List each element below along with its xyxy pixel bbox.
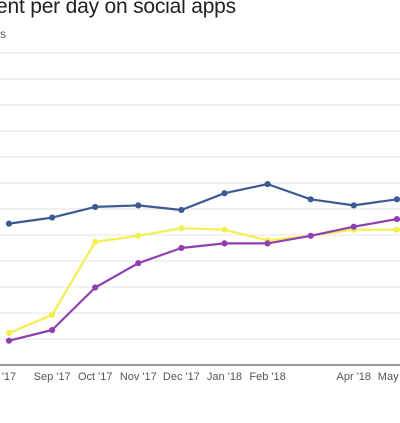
data-point <box>350 223 357 230</box>
x-tick-labels: '17 Sep '17 Oct '17 Nov '17 Dec '17 Jan '18 Fe… <box>2 371 400 383</box>
x-tick-label: Feb '18 <box>249 371 285 383</box>
data-point <box>135 260 142 267</box>
data-point <box>178 206 185 214</box>
x-tick-label: Apr '18 <box>337 371 372 383</box>
data-point <box>264 181 271 188</box>
data-point <box>393 215 400 223</box>
series-layer <box>5 181 400 344</box>
data-point <box>49 311 56 318</box>
data-point <box>5 220 13 227</box>
data-point <box>135 232 142 239</box>
x-tick-label: Nov '17 <box>120 371 157 383</box>
data-point <box>5 337 13 344</box>
x-tick-label: May '18 <box>378 371 400 383</box>
data-point <box>393 226 400 233</box>
data-point <box>221 240 228 247</box>
data-point <box>49 326 56 334</box>
x-tick-label: '17 <box>2 371 16 383</box>
chart-subtitle: rs <box>0 27 6 41</box>
data-point <box>264 240 271 247</box>
data-point <box>178 225 185 232</box>
data-point <box>178 244 185 252</box>
data-point <box>49 214 56 221</box>
series-line-2 <box>8 227 400 335</box>
data-point <box>92 203 99 211</box>
data-point <box>350 202 357 209</box>
data-point <box>221 226 228 233</box>
series-line-0 <box>8 183 400 225</box>
gridlines <box>0 52 400 340</box>
x-tick-label: Sep '17 <box>34 371 71 383</box>
x-tick-label: Oct '17 <box>78 371 113 383</box>
data-point <box>307 196 314 203</box>
data-point <box>92 284 99 291</box>
chart-title: ent per day on social apps <box>0 0 236 18</box>
data-point <box>92 238 99 245</box>
data-point <box>135 202 142 209</box>
data-point <box>393 196 400 203</box>
x-tick-label: Dec '17 <box>163 371 200 383</box>
data-point <box>5 329 13 337</box>
data-point <box>307 232 314 239</box>
x-tick-label: Jan '18 <box>207 371 242 383</box>
data-point <box>221 190 228 197</box>
